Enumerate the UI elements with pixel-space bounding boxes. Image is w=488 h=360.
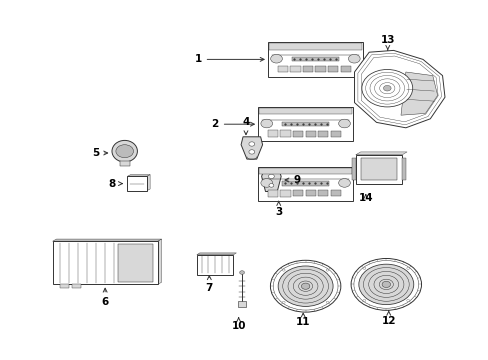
Text: 1: 1 xyxy=(194,54,264,64)
Bar xyxy=(280,190,290,197)
Circle shape xyxy=(358,264,413,305)
Bar xyxy=(330,131,340,136)
Bar xyxy=(355,155,401,184)
Circle shape xyxy=(338,119,349,128)
Bar xyxy=(268,43,361,50)
Text: 2: 2 xyxy=(211,119,254,129)
Bar xyxy=(292,190,303,196)
Bar xyxy=(315,66,325,72)
Circle shape xyxy=(381,281,390,288)
Circle shape xyxy=(347,54,359,63)
Text: 13: 13 xyxy=(380,35,394,50)
Circle shape xyxy=(270,260,340,312)
Text: 4: 4 xyxy=(242,117,249,135)
Bar xyxy=(318,131,328,136)
Text: 10: 10 xyxy=(231,318,245,331)
Circle shape xyxy=(338,179,349,187)
Text: 14: 14 xyxy=(358,193,372,203)
Circle shape xyxy=(362,267,365,269)
Circle shape xyxy=(261,179,272,187)
Circle shape xyxy=(282,269,285,271)
Bar xyxy=(127,176,146,191)
Bar xyxy=(277,66,287,72)
Polygon shape xyxy=(354,50,444,128)
Circle shape xyxy=(406,300,409,302)
Circle shape xyxy=(278,266,332,306)
Circle shape xyxy=(361,69,412,107)
Bar xyxy=(72,284,81,288)
Bar xyxy=(330,190,340,196)
Polygon shape xyxy=(127,175,150,176)
Circle shape xyxy=(282,301,285,303)
Bar xyxy=(280,130,290,137)
Polygon shape xyxy=(196,253,236,255)
Polygon shape xyxy=(261,169,281,192)
Text: 9: 9 xyxy=(285,175,300,185)
Polygon shape xyxy=(146,175,150,191)
Circle shape xyxy=(383,85,390,91)
Bar xyxy=(327,66,338,72)
Bar xyxy=(340,66,350,72)
Polygon shape xyxy=(53,239,161,241)
Bar xyxy=(53,241,157,284)
Bar xyxy=(360,158,396,180)
Bar xyxy=(120,161,129,166)
Text: 3: 3 xyxy=(275,202,282,217)
Ellipse shape xyxy=(112,140,137,162)
Circle shape xyxy=(325,269,328,271)
Bar xyxy=(267,190,278,197)
Polygon shape xyxy=(400,72,437,115)
Bar xyxy=(281,181,329,186)
Bar xyxy=(258,107,352,141)
Bar xyxy=(305,190,315,196)
Circle shape xyxy=(116,145,133,158)
Bar xyxy=(291,57,339,62)
Text: 6: 6 xyxy=(102,288,108,307)
Circle shape xyxy=(261,119,272,128)
Bar xyxy=(238,301,245,307)
Circle shape xyxy=(362,300,365,302)
Bar xyxy=(118,244,153,282)
Bar xyxy=(302,66,312,72)
Bar xyxy=(258,166,352,201)
Circle shape xyxy=(301,283,309,289)
Circle shape xyxy=(270,54,282,63)
Bar xyxy=(351,158,355,180)
Circle shape xyxy=(239,271,244,274)
Circle shape xyxy=(268,184,273,187)
Circle shape xyxy=(248,142,254,146)
Text: 7: 7 xyxy=(205,276,213,293)
Text: 12: 12 xyxy=(381,311,395,326)
Polygon shape xyxy=(241,137,262,159)
Text: 8: 8 xyxy=(109,179,122,189)
Bar xyxy=(60,284,68,288)
Bar xyxy=(267,130,278,137)
Bar xyxy=(305,131,315,136)
Text: 5: 5 xyxy=(92,148,107,158)
Circle shape xyxy=(325,301,328,303)
Circle shape xyxy=(406,267,409,269)
Bar xyxy=(196,255,233,274)
Bar xyxy=(318,190,328,196)
Circle shape xyxy=(350,258,421,310)
Circle shape xyxy=(248,150,254,154)
Bar xyxy=(281,122,329,126)
Bar xyxy=(267,42,362,77)
Polygon shape xyxy=(157,239,161,284)
Bar xyxy=(259,108,351,114)
Circle shape xyxy=(268,174,274,179)
Bar xyxy=(259,168,351,174)
Bar xyxy=(292,131,303,136)
Text: 11: 11 xyxy=(295,313,310,327)
Polygon shape xyxy=(355,152,406,155)
Bar xyxy=(401,158,405,180)
Bar xyxy=(289,66,300,72)
